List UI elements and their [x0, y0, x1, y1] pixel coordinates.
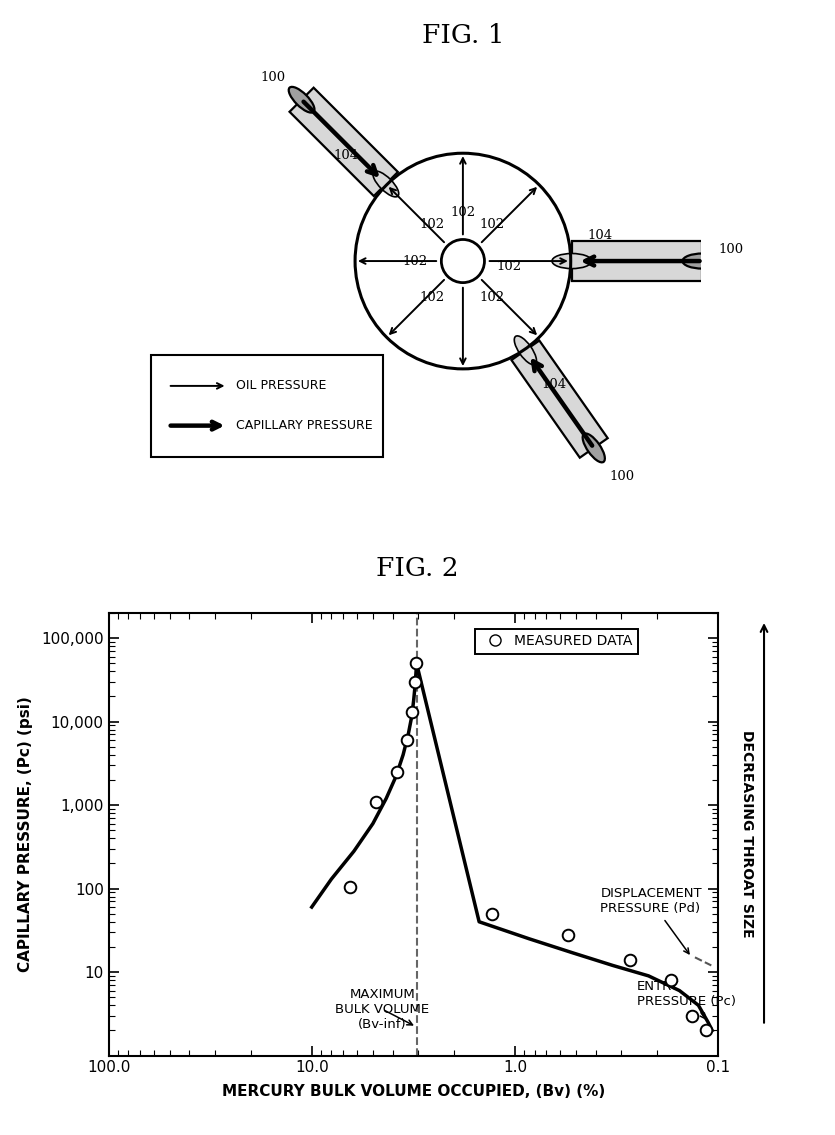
Point	[624, 951, 637, 969]
Point	[685, 1007, 698, 1025]
Text: 104: 104	[588, 229, 613, 242]
Point	[400, 731, 413, 749]
Text: FIG. 1: FIG. 1	[422, 23, 504, 48]
Point	[370, 792, 383, 810]
Text: 100: 100	[718, 243, 743, 257]
Text: 104: 104	[541, 378, 566, 390]
Text: DISPLACEMENT
PRESSURE (Pd): DISPLACEMENT PRESSURE (Pd)	[600, 888, 702, 953]
Point	[665, 972, 678, 990]
Text: 102: 102	[419, 292, 444, 304]
Text: 102: 102	[419, 218, 444, 230]
Point	[409, 654, 423, 672]
Y-axis label: CAPILLARY PRESSURE, (Pc) (psi): CAPILLARY PRESSURE, (Pc) (psi)	[18, 697, 33, 972]
Text: DECREASING THROAT SIZE: DECREASING THROAT SIZE	[741, 731, 754, 938]
FancyBboxPatch shape	[151, 354, 383, 456]
Text: 102: 102	[450, 207, 475, 219]
Polygon shape	[290, 87, 398, 196]
Circle shape	[442, 239, 484, 283]
Point	[405, 703, 418, 721]
Point	[699, 1022, 712, 1040]
Ellipse shape	[583, 434, 605, 462]
Polygon shape	[512, 340, 608, 457]
Text: FIG. 2: FIG. 2	[377, 556, 458, 581]
Text: OIL PRESSURE: OIL PRESSURE	[236, 379, 326, 393]
Text: 102: 102	[497, 260, 522, 274]
Ellipse shape	[682, 253, 722, 269]
Point	[391, 763, 404, 781]
Point	[561, 926, 574, 944]
Text: CAPILLARY PRESSURE: CAPILLARY PRESSURE	[236, 419, 372, 432]
Text: 104: 104	[333, 149, 359, 162]
Text: 100: 100	[610, 470, 635, 482]
Text: 102: 102	[480, 218, 505, 230]
Text: ENTRY
PRESSURE (Pc): ENTRY PRESSURE (Pc)	[637, 980, 736, 1019]
Point	[407, 673, 421, 691]
Ellipse shape	[552, 253, 592, 269]
Ellipse shape	[514, 336, 537, 364]
Polygon shape	[572, 241, 702, 280]
Text: MAXIMUM
BULK VOLUME
(Bv-inf): MAXIMUM BULK VOLUME (Bv-inf)	[335, 987, 429, 1031]
Ellipse shape	[289, 87, 315, 112]
X-axis label: MERCURY BULK VOLUME OCCUPIED, (Bv) (%): MERCURY BULK VOLUME OCCUPIED, (Bv) (%)	[222, 1084, 605, 1099]
Point	[343, 877, 357, 896]
Legend: MEASURED DATA: MEASURED DATA	[475, 629, 638, 654]
Text: 102: 102	[480, 292, 505, 304]
Text: 102: 102	[402, 254, 428, 268]
Ellipse shape	[373, 171, 399, 196]
Point	[485, 905, 498, 923]
Text: 100: 100	[261, 70, 286, 84]
